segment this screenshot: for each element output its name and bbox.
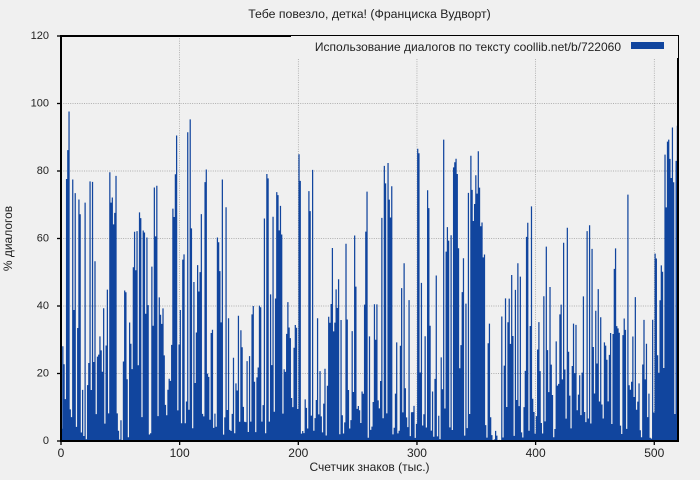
- svg-text:60: 60: [37, 233, 49, 245]
- svg-text:100: 100: [170, 446, 190, 460]
- svg-text:100: 100: [31, 98, 49, 110]
- svg-text:Использование диалогов по текс: Использование диалогов по тексту coollib…: [315, 40, 621, 54]
- svg-text:20: 20: [37, 368, 49, 380]
- svg-text:0: 0: [43, 435, 49, 447]
- svg-text:200: 200: [288, 446, 308, 460]
- svg-text:% диалогов: % диалогов: [1, 206, 15, 271]
- svg-text:400: 400: [526, 446, 546, 460]
- svg-text:300: 300: [407, 446, 427, 460]
- svg-text:500: 500: [644, 446, 664, 460]
- svg-text:0: 0: [58, 446, 65, 460]
- svg-text:40: 40: [37, 300, 49, 312]
- svg-text:120: 120: [31, 30, 49, 42]
- svg-text:80: 80: [37, 165, 49, 177]
- svg-text:Счетчик знаков (тыс.): Счетчик знаков (тыс.): [309, 460, 429, 474]
